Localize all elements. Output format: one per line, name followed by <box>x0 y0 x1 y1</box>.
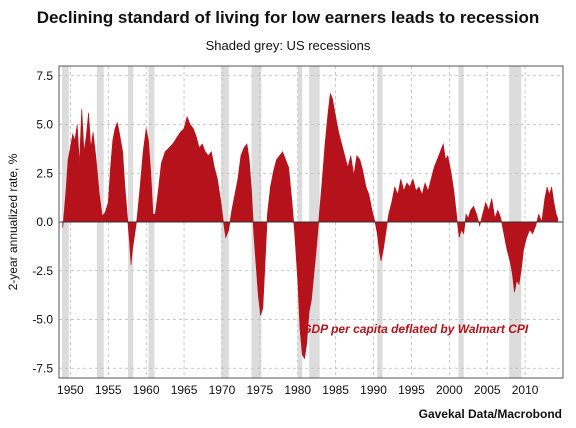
x-tick-label: 1995 <box>398 383 425 397</box>
plot-frame <box>58 65 564 379</box>
y-axis-label: 2-year annualized rate, % <box>6 153 20 290</box>
x-tick-label: 1975 <box>246 383 273 397</box>
y-tick-label: -7.5 <box>32 361 53 375</box>
x-tick-label: 1980 <box>284 383 311 397</box>
chart-subtitle: Shaded grey: US recessions <box>205 38 371 53</box>
source-credit: Gavekal Data/Macrobond <box>418 407 562 421</box>
y-tick-label: 7.5 <box>36 69 53 83</box>
x-tick-label: 2005 <box>474 383 501 397</box>
x-tick-label: 1990 <box>360 383 387 397</box>
x-tick-label: 1960 <box>133 383 160 397</box>
y-tick-label: 2.5 <box>36 166 53 180</box>
x-tick-label: 1965 <box>171 383 198 397</box>
chart-title: Declining standard of living for low ear… <box>36 8 540 27</box>
y-tick-label: -5.0 <box>32 313 53 327</box>
x-tick-label: 1955 <box>95 383 122 397</box>
y-tick-label: -2.5 <box>32 264 53 278</box>
x-tick-label: 2010 <box>512 383 539 397</box>
x-tick-label: 1985 <box>322 383 349 397</box>
y-tick-label: 5.0 <box>36 118 53 132</box>
x-tick-labels: 1950 1955 1960 1965 1970 1975 1980 1985 1990 1995… <box>57 383 539 397</box>
y-tick-labels: -7.5 -5.0 -2.5 0.0 2.5 5.0 7.5 <box>32 69 53 376</box>
series-annotation: GDP per capita deflated by Walmart CPI <box>302 322 529 336</box>
y-tick-label: 0.0 <box>36 215 53 229</box>
x-tick-label: 1970 <box>209 383 236 397</box>
x-tick-label: 1950 <box>57 383 84 397</box>
x-tick-label: 2000 <box>436 383 463 397</box>
